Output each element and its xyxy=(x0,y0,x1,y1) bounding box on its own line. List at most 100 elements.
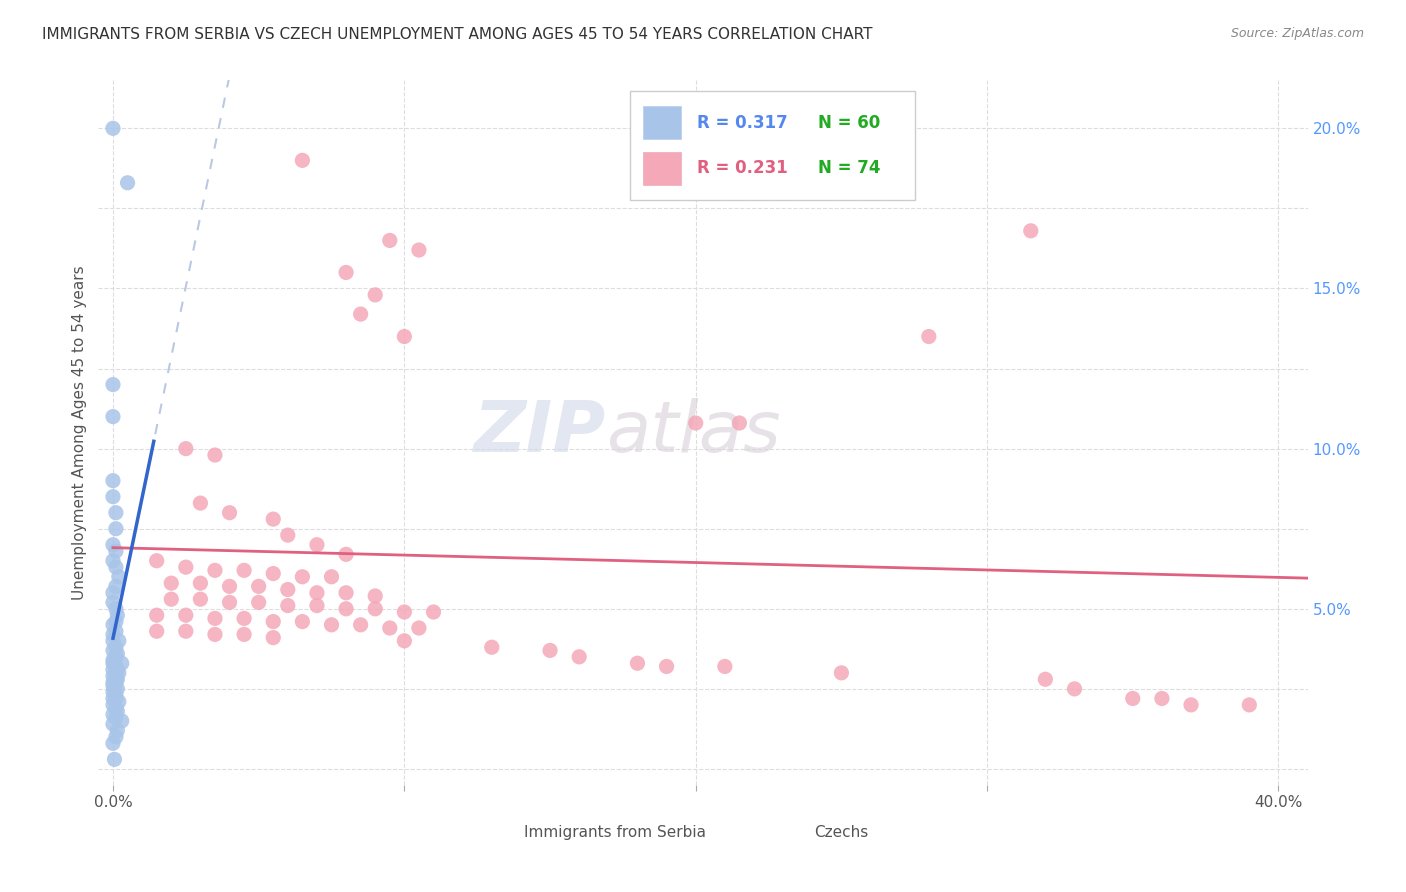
Point xyxy=(204,563,226,577)
Point xyxy=(335,265,357,279)
Point xyxy=(103,681,125,696)
Point xyxy=(714,659,737,673)
Point xyxy=(160,576,183,591)
Point xyxy=(104,711,127,725)
Point xyxy=(174,560,197,574)
Point xyxy=(145,608,167,623)
Point xyxy=(233,611,256,625)
Point xyxy=(101,538,124,552)
Point xyxy=(1180,698,1202,712)
Point xyxy=(108,570,131,584)
Point xyxy=(204,627,226,641)
Point xyxy=(103,752,125,766)
Point xyxy=(101,663,124,677)
Point xyxy=(101,474,124,488)
FancyBboxPatch shape xyxy=(773,824,804,848)
Point xyxy=(262,615,284,629)
Point xyxy=(104,688,127,702)
Point xyxy=(830,665,852,680)
Point xyxy=(101,707,124,722)
Point xyxy=(174,608,197,623)
Point xyxy=(728,416,751,430)
Point xyxy=(394,605,416,619)
Point xyxy=(104,615,127,629)
Point xyxy=(101,554,124,568)
Point xyxy=(105,647,128,661)
Text: R = 0.231: R = 0.231 xyxy=(697,160,787,178)
Point xyxy=(233,627,256,641)
Point xyxy=(1019,224,1042,238)
Point xyxy=(105,704,128,718)
Text: atlas: atlas xyxy=(606,398,780,467)
Point xyxy=(350,307,373,321)
Point xyxy=(101,409,124,424)
Point xyxy=(277,582,299,597)
Point xyxy=(108,633,131,648)
Point xyxy=(394,633,416,648)
Point xyxy=(105,608,128,623)
Point xyxy=(174,624,197,639)
FancyBboxPatch shape xyxy=(643,106,682,139)
Point xyxy=(262,512,284,526)
Y-axis label: Unemployment Among Ages 45 to 54 years: Unemployment Among Ages 45 to 54 years xyxy=(72,265,87,600)
Point xyxy=(378,234,401,248)
Point xyxy=(378,621,401,635)
Point xyxy=(101,657,124,671)
Point xyxy=(481,640,503,655)
Text: Source: ZipAtlas.com: Source: ZipAtlas.com xyxy=(1230,27,1364,40)
Point xyxy=(1150,691,1173,706)
Point xyxy=(105,663,128,677)
Point xyxy=(291,153,314,168)
Point xyxy=(101,377,124,392)
Point xyxy=(104,601,127,615)
Point xyxy=(335,586,357,600)
Point xyxy=(305,599,328,613)
Point xyxy=(247,595,270,609)
Point xyxy=(160,592,183,607)
Point xyxy=(190,496,212,510)
Point xyxy=(105,723,128,738)
Point xyxy=(101,679,124,693)
Point xyxy=(218,595,240,609)
Point xyxy=(538,643,561,657)
Point xyxy=(204,448,226,462)
Point xyxy=(108,665,131,680)
Point xyxy=(685,416,707,430)
Point xyxy=(1122,691,1144,706)
Point xyxy=(335,601,357,615)
Point xyxy=(104,544,127,558)
Text: R = 0.317: R = 0.317 xyxy=(697,113,787,131)
Point xyxy=(364,589,387,603)
Point xyxy=(104,649,127,664)
Point xyxy=(321,570,343,584)
Point xyxy=(218,506,240,520)
Point xyxy=(101,586,124,600)
Point xyxy=(111,657,134,671)
Point xyxy=(101,595,124,609)
Point xyxy=(104,522,127,536)
Point xyxy=(111,714,134,728)
Point xyxy=(101,627,124,641)
Point xyxy=(408,243,430,257)
Point xyxy=(1033,673,1056,687)
Point xyxy=(104,640,127,655)
Point xyxy=(104,665,127,680)
Point xyxy=(918,329,941,343)
Point xyxy=(305,538,328,552)
Text: Czechs: Czechs xyxy=(814,825,869,839)
Point xyxy=(108,695,131,709)
Point xyxy=(305,586,328,600)
FancyBboxPatch shape xyxy=(630,91,915,200)
Point xyxy=(204,611,226,625)
Point xyxy=(626,657,648,671)
Point xyxy=(422,605,444,619)
Point xyxy=(101,633,124,648)
Point xyxy=(101,643,124,657)
Point xyxy=(101,617,124,632)
Point xyxy=(104,560,127,574)
Point xyxy=(262,566,284,581)
FancyBboxPatch shape xyxy=(643,153,682,185)
Point xyxy=(291,615,314,629)
Point xyxy=(408,621,430,635)
Point xyxy=(105,681,128,696)
